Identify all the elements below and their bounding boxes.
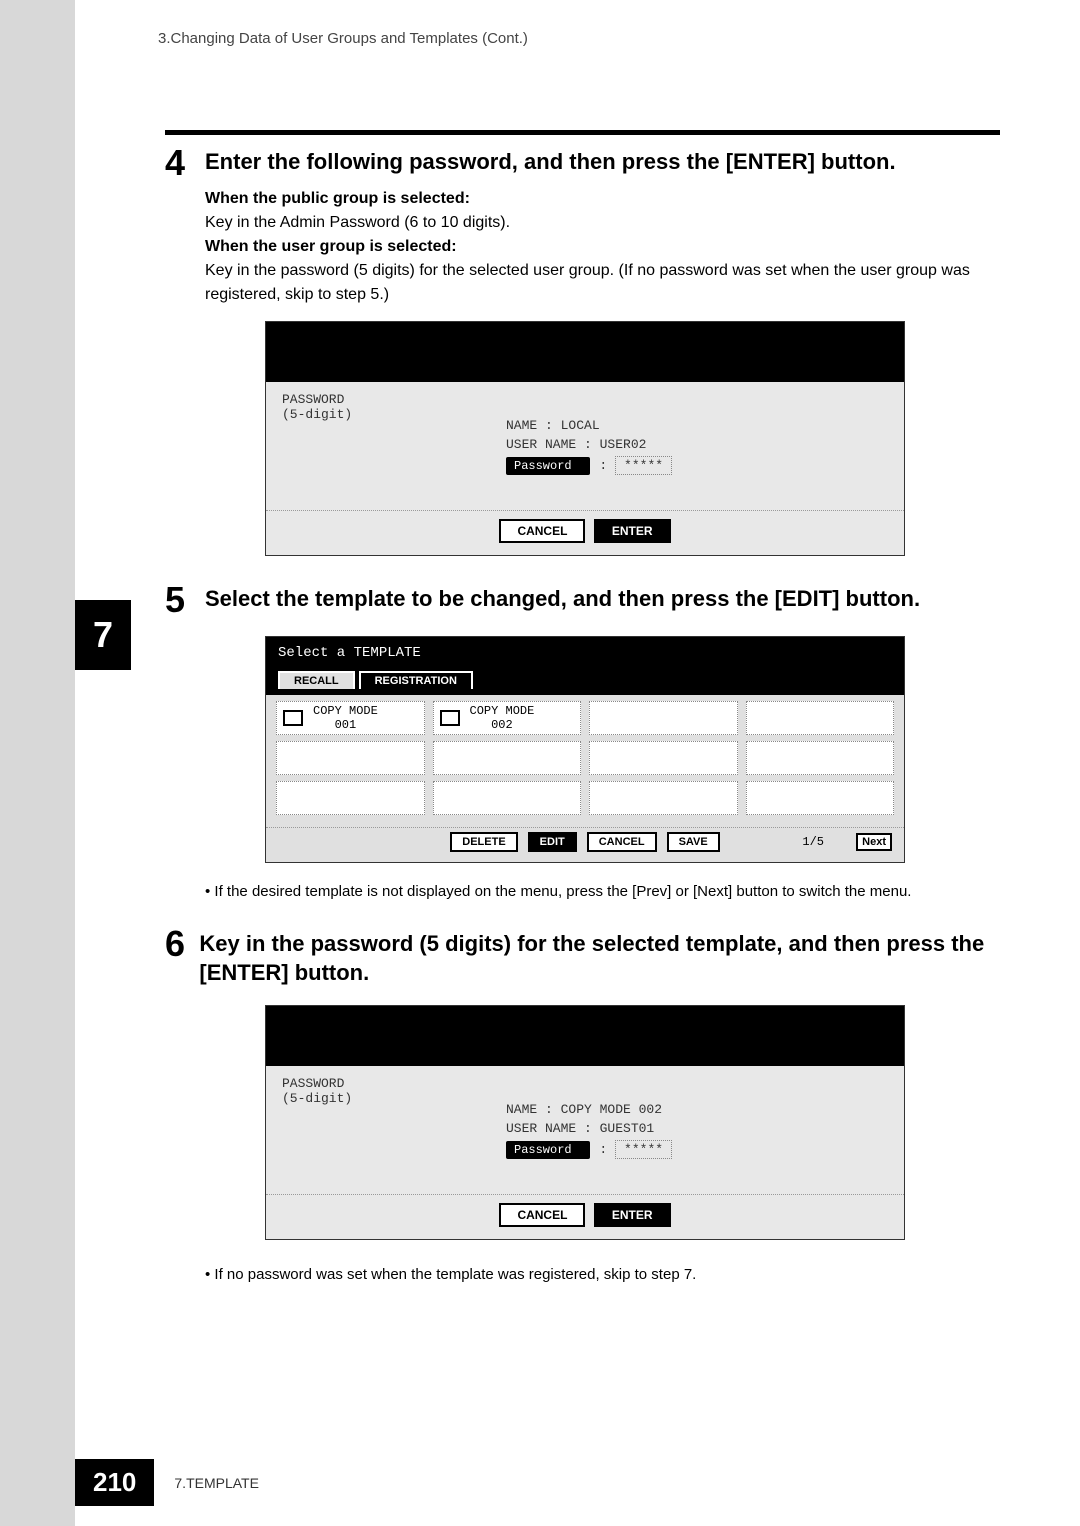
username-field: USER NAME : USER02	[506, 437, 672, 452]
screen-topbar	[266, 1006, 904, 1066]
step-title: Key in the password (5 digits) for the s…	[199, 926, 1025, 987]
password-screen-1: PASSWORD (5-digit) NAME : LOCAL USER NAM…	[265, 321, 905, 556]
template-cell-empty[interactable]	[433, 781, 582, 815]
sub2-text: Key in the password (5 digits) for the s…	[205, 259, 1025, 307]
username-field: USER NAME : GUEST01	[506, 1121, 672, 1136]
divider	[165, 130, 1000, 135]
next-button[interactable]: Next	[856, 833, 892, 851]
save-button[interactable]: SAVE	[667, 832, 720, 852]
pw-colon: :	[599, 458, 607, 473]
step-5-note: If the desired template is not displayed…	[205, 883, 1025, 900]
edit-button[interactable]: EDIT	[528, 832, 577, 852]
template-cell-empty[interactable]	[589, 701, 738, 735]
template-select-screen: Select a TEMPLATE RECALL REGISTRATION CO…	[265, 636, 905, 863]
tab-recall[interactable]: RECALL	[278, 671, 355, 689]
cancel-button[interactable]: CANCEL	[499, 1203, 585, 1227]
template-cell-2[interactable]: COPY MODE 002	[433, 701, 582, 735]
pw-label-line1: PASSWORD	[282, 392, 888, 407]
name-field: NAME : LOCAL	[506, 418, 672, 433]
page-number: 210	[75, 1459, 154, 1506]
step-4-body: When the public group is selected: Key i…	[205, 187, 1025, 307]
step-4: 4 Enter the following password, and then…	[165, 145, 1025, 181]
sub2-heading: When the user group is selected:	[205, 235, 1025, 259]
step-title: Select the template to be changed, and t…	[205, 582, 920, 612]
chapter-tab: 7	[75, 600, 131, 670]
password-input[interactable]: *****	[615, 456, 672, 475]
password-input[interactable]: *****	[615, 1140, 672, 1159]
enter-button[interactable]: ENTER	[594, 1203, 671, 1227]
template-cell-empty[interactable]	[589, 781, 738, 815]
template-cell-1[interactable]: COPY MODE 001	[276, 701, 425, 735]
template-cell-empty[interactable]	[433, 741, 582, 775]
cancel-button[interactable]: CANCEL	[499, 519, 585, 543]
step-title: Enter the following password, and then p…	[205, 145, 896, 175]
footer-section: 7.TEMPLATE	[174, 1475, 259, 1491]
template-icon	[440, 710, 460, 726]
password-label-box: Password	[506, 457, 590, 475]
sub1-heading: When the public group is selected:	[205, 187, 1025, 211]
sub1-text: Key in the Admin Password (6 to 10 digit…	[205, 211, 1025, 235]
step-5: 5 Select the template to be changed, and…	[165, 582, 1025, 618]
footer: 210 7.TEMPLATE	[75, 1459, 259, 1506]
template-icon	[283, 710, 303, 726]
delete-button[interactable]: DELETE	[450, 832, 517, 852]
breadcrumb: 3.Changing Data of User Groups and Templ…	[158, 30, 528, 47]
pw-label-line1: PASSWORD	[282, 1076, 888, 1091]
step-number: 5	[165, 582, 205, 618]
enter-button[interactable]: ENTER	[594, 519, 671, 543]
screen-title: Select a TEMPLATE	[278, 645, 892, 661]
step-number: 6	[165, 926, 199, 962]
step-number: 4	[165, 145, 205, 181]
template-cell-empty[interactable]	[276, 781, 425, 815]
template-cell-empty[interactable]	[746, 781, 895, 815]
name-field: NAME : COPY MODE 002	[506, 1102, 672, 1117]
template-cell-empty[interactable]	[276, 741, 425, 775]
template-cell-empty[interactable]	[589, 741, 738, 775]
template-cell-empty[interactable]	[746, 701, 895, 735]
cancel-button[interactable]: CANCEL	[587, 832, 657, 852]
screen-topbar	[266, 322, 904, 382]
step-6-note: If no password was set when the template…	[205, 1266, 1025, 1283]
tab-registration[interactable]: REGISTRATION	[359, 671, 473, 689]
pw-colon: :	[599, 1142, 607, 1157]
page-indicator: 1/5	[802, 835, 824, 849]
step-6: 6 Key in the password (5 digits) for the…	[165, 926, 1025, 987]
password-label-box: Password	[506, 1141, 590, 1159]
template-cell-empty[interactable]	[746, 741, 895, 775]
password-screen-2: PASSWORD (5-digit) NAME : COPY MODE 002 …	[265, 1005, 905, 1240]
